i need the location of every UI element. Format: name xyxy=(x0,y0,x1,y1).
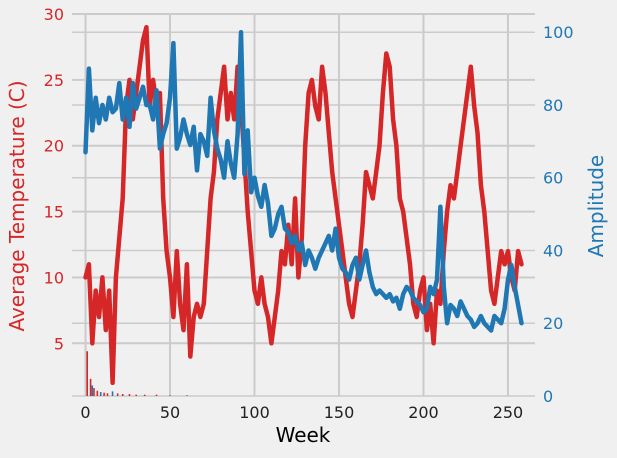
x-tick-label: 150 xyxy=(324,403,355,422)
x-tick-label: 200 xyxy=(408,403,439,422)
inset-bar xyxy=(116,393,119,396)
y-right-tick-label: 20 xyxy=(543,314,563,333)
y-right-tick-label: 80 xyxy=(543,96,563,115)
inset-bar xyxy=(99,392,102,396)
y-right-tick-label: 100 xyxy=(543,23,574,42)
inset-bar xyxy=(135,394,138,396)
inset-bar xyxy=(155,394,158,396)
y-left-tick-label: 30 xyxy=(44,5,64,24)
left-axis-ticks: 5 10 15 20 25 30 xyxy=(44,5,64,353)
y-right-tick-label: 60 xyxy=(543,169,563,188)
x-axis-label: Week xyxy=(276,423,331,447)
y-right-tick-label: 0 xyxy=(543,387,553,406)
x-axis-ticks: 0 50 100 150 200 250 xyxy=(80,403,523,422)
x-tick-label: 0 xyxy=(80,403,90,422)
inset-bar xyxy=(96,390,99,396)
inset-bar xyxy=(89,378,92,396)
series-lines xyxy=(83,24,524,386)
inset-bar xyxy=(121,394,124,396)
inset-bar xyxy=(106,393,109,396)
x-tick-label: 50 xyxy=(160,403,180,422)
inset-bar xyxy=(91,385,94,396)
x-tick-label: 250 xyxy=(493,403,524,422)
y-left-tick-label: 5 xyxy=(54,334,64,353)
inset-bar xyxy=(86,351,89,396)
inset-bar xyxy=(93,388,95,396)
inset-bar xyxy=(103,392,105,396)
inset-bar xyxy=(143,394,146,396)
y-left-tick-label: 10 xyxy=(44,268,64,287)
y-left-tick-label: 20 xyxy=(44,137,64,156)
right-axis-ticks: 0 20 40 60 80 100 xyxy=(543,23,574,406)
inset-bar xyxy=(128,394,131,396)
x-tick-label: 100 xyxy=(239,403,270,422)
y-left-tick-label: 15 xyxy=(44,203,64,222)
inset-bar xyxy=(186,395,188,396)
right-axis-label: Amplitude xyxy=(584,155,608,258)
y-left-tick-label: 25 xyxy=(44,71,64,90)
inset-bar xyxy=(169,395,171,396)
y-right-tick-label: 40 xyxy=(543,241,563,260)
inset-bar xyxy=(111,391,114,396)
left-axis-label: Average Temperature (C) xyxy=(5,80,29,331)
amplitude-line xyxy=(83,29,524,333)
inset-bars xyxy=(86,351,188,396)
